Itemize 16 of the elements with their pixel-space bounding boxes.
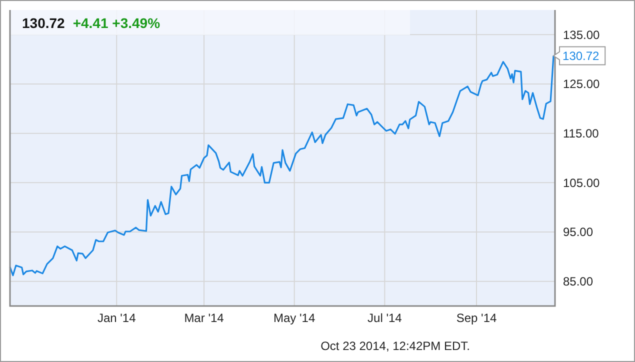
y-tick-label: 95.00 (563, 225, 594, 240)
annotation: 130.72 (562, 48, 600, 63)
y-tick-label: 125.00 (563, 77, 600, 92)
x-tick-label: Mar '14 (184, 311, 224, 325)
x-tick-label: Jul '14 (368, 311, 402, 325)
y-tick-label: 135.00 (563, 28, 600, 42)
y-tick-label: 115.00 (563, 126, 600, 141)
y-tick-label: 105.00 (563, 176, 600, 190)
y-tick-label: 85.00 (563, 274, 594, 289)
chart-title: 130.72 (22, 15, 66, 31)
x-tick-label: May '14 (274, 311, 316, 325)
x-tick-label: Jan '14 (97, 311, 136, 325)
chart-subtitle: +4.41 +3.49% (72, 15, 161, 31)
text: Oct 23 2014, 12:42PM EDT. (320, 339, 470, 353)
line-series (9, 54, 554, 276)
x-tick-label: Sep '14 (456, 311, 497, 325)
